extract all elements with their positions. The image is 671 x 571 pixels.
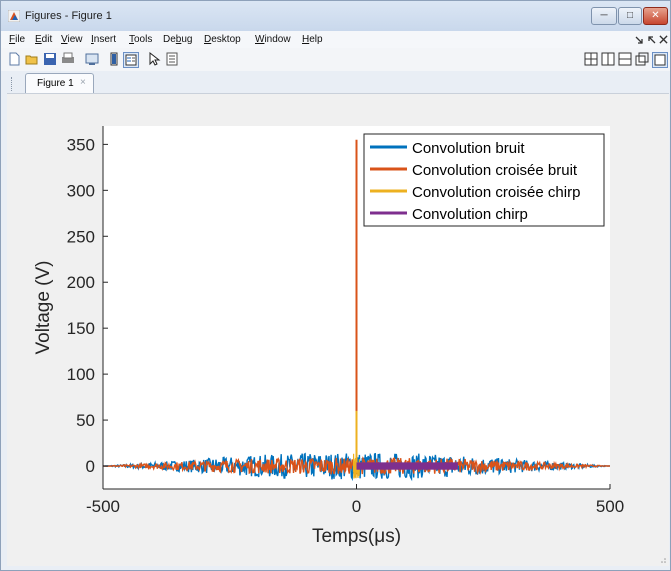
y-tick-label: 300 [67,181,95,200]
tab-figure-1[interactable]: Figure 1 × [25,73,94,93]
figure-canvas: 0 50 100 150 200 250 300 350 -500 0 500 Temps(μs) Vo… [7,93,669,566]
legend-box[interactable] [363,133,605,227]
insert-colorbar-icon[interactable] [107,52,121,66]
link-icon[interactable] [85,52,99,66]
legend-entry: Convolution chirp [412,206,528,223]
menu-bar: File Edit View Insert Tools Debug Deskto… [1,31,670,48]
minimize-icon: ─ [600,10,608,21]
y-tick-label: 250 [67,227,95,246]
maximize-icon: □ [626,10,634,21]
top-bottom-icon[interactable] [618,52,632,66]
menu-debug[interactable]: Debug [163,34,193,45]
insert-legend-icon[interactable] [123,52,139,68]
maximize-button[interactable]: □ [618,7,642,25]
undock-icon[interactable] [647,35,657,45]
y-tick-label: 100 [67,365,95,384]
menu-window[interactable]: Window [255,34,291,45]
print-icon[interactable] [61,52,75,66]
tab-grip-icon [11,77,14,91]
new-figure-icon[interactable] [7,52,21,66]
dock-arrow-icon[interactable] [634,35,644,45]
x-tick-label: 0 [352,497,361,516]
menu-file[interactable]: File [9,34,26,45]
y-tick-label: 200 [67,273,95,292]
menu-desktop[interactable]: Desktop [204,34,241,45]
figure-toolbar [1,48,670,72]
resize-grip-icon[interactable] [659,556,667,564]
property-editor-icon[interactable] [165,52,179,66]
matlab-icon [8,10,20,22]
pointer-icon[interactable] [147,52,161,66]
close-doc-icon[interactable] [659,35,668,44]
left-right-icon[interactable] [601,52,615,66]
menu-help[interactable]: Help [302,34,323,45]
title-bar[interactable]: Figures - Figure 1 ─ □ ✕ [1,1,670,31]
document-tab-bar: Figure 1 × [1,71,670,93]
open-icon[interactable] [25,52,39,66]
legend-entry: Convolution croisée chirp [412,184,580,201]
tab-close-icon[interactable]: × [80,77,86,88]
menu-tools[interactable]: Tools [129,34,153,45]
tile-icon[interactable] [584,52,598,66]
chart-svg: 0 50 100 150 200 250 300 350 -500 0 500 Temps(μs) Vo… [33,126,624,547]
y-tick-label: 0 [86,457,95,476]
menu-view[interactable]: View [61,34,83,45]
close-button[interactable]: ✕ [643,7,668,25]
menu-edit[interactable]: Edit [35,34,53,45]
tab-label: Figure 1 [37,78,74,89]
y-tick-label: 350 [67,135,95,154]
menu-insert[interactable]: Insert [91,34,117,45]
y-tick-label: 150 [67,319,95,338]
x-tick-label: -500 [86,497,120,516]
close-icon: ✕ [651,10,660,21]
series-convolution-chirp [356,462,458,470]
x-tick-label: 500 [596,497,624,516]
legend-entry: Convolution bruit [412,140,525,157]
save-icon[interactable] [43,52,57,66]
float-icon[interactable] [635,52,649,66]
minimize-button[interactable]: ─ [591,7,617,25]
legend-entry: Convolution croisée bruit [412,162,578,179]
x-axis-label: Temps(μs) [312,526,401,547]
window-title: Figures - Figure 1 [25,10,112,22]
y-tick-label: 50 [76,411,95,430]
y-axis-label: Voltage (V) [33,261,54,355]
maximize-doc-icon[interactable] [652,52,668,68]
